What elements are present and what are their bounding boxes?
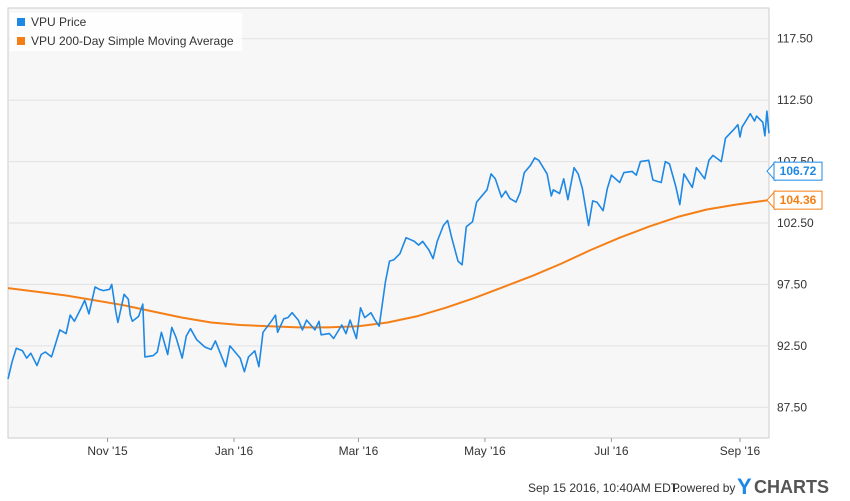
last-value-badges: 106.72 104.36	[766, 160, 823, 211]
x-tick-label: Nov '15	[87, 444, 128, 458]
ycharts-logo-y: Y	[737, 474, 752, 499]
footer-timestamp: Sep 15 2016, 10:40AM EDT.	[528, 481, 680, 495]
y-tick-label: 117.50	[777, 32, 813, 46]
y-tick-label: 92.50	[777, 339, 807, 353]
x-tick-label: Mar '16	[339, 444, 379, 458]
last-value-text: 104.36	[780, 193, 817, 207]
x-tick-label: Jul '16	[594, 444, 629, 458]
legend-background	[10, 13, 242, 51]
vpu-price-line	[7, 110, 770, 380]
legend: VPU Price VPU 200-Day Simple Moving Avera…	[10, 13, 242, 51]
price-last-value-badge: 106.72	[766, 160, 823, 182]
ycharts-logo-text: CHARTS	[754, 477, 829, 497]
x-tick-label: Sep '16	[720, 444, 761, 458]
vpu-sma-line	[7, 199, 770, 329]
legend-label: VPU 200-Day Simple Moving Average	[31, 34, 234, 48]
footer-powered-by: Powered by	[672, 481, 735, 495]
x-tick-label: May '16	[464, 444, 506, 458]
y-tick-label: 102.50	[777, 216, 814, 230]
series-lines	[7, 110, 770, 380]
x-axis-ticks: Nov '15 Jan '16 Mar '16 May '16 Jul '16 Sep '…	[87, 438, 760, 458]
sma-last-value-badge: 104.36	[766, 189, 823, 211]
last-value-text: 106.72	[780, 164, 817, 178]
x-tick-label: Jan '16	[215, 444, 254, 458]
legend-swatch	[17, 37, 25, 45]
legend-label: VPU Price	[31, 15, 87, 29]
y-tick-label: 97.50	[777, 277, 807, 291]
footer: Sep 15 2016, 10:40AM EDT. Powered by Y C…	[528, 474, 829, 499]
y-tick-label: 87.50	[777, 400, 807, 414]
y-tick-label: 112.50	[777, 93, 813, 107]
legend-swatch	[17, 18, 25, 26]
